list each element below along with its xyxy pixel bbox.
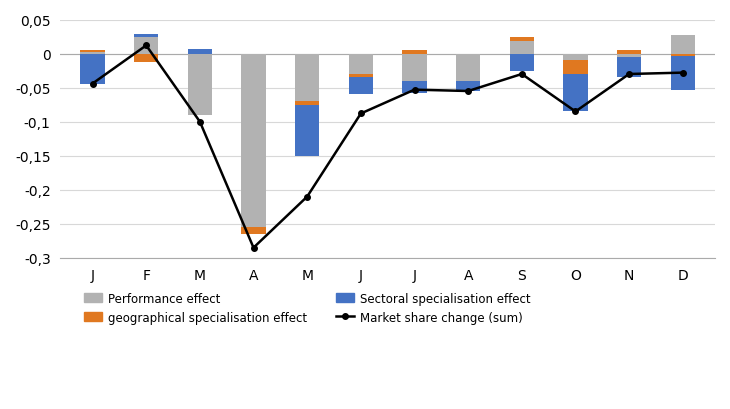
- Bar: [564, 61, 588, 75]
- Bar: [510, 38, 534, 42]
- Bar: [564, 54, 588, 61]
- Bar: [188, 54, 212, 116]
- Bar: [295, 54, 319, 102]
- Bar: [295, 106, 319, 156]
- Bar: [80, 54, 104, 85]
- Bar: [242, 228, 266, 234]
- Bar: [349, 54, 373, 75]
- Bar: [402, 54, 426, 82]
- Bar: [134, 38, 158, 54]
- Bar: [295, 102, 319, 106]
- Bar: [671, 36, 695, 54]
- Bar: [349, 75, 373, 78]
- Bar: [188, 49, 212, 54]
- Bar: [402, 82, 426, 94]
- Bar: [617, 51, 641, 54]
- Bar: [456, 82, 480, 92]
- Bar: [349, 78, 373, 95]
- Bar: [564, 75, 588, 112]
- Bar: [671, 56, 695, 90]
- Bar: [134, 54, 158, 63]
- Bar: [617, 54, 641, 58]
- Bar: [510, 42, 534, 54]
- Bar: [80, 53, 104, 54]
- Bar: [456, 54, 480, 82]
- Bar: [80, 51, 104, 53]
- Bar: [617, 58, 641, 78]
- Bar: [671, 54, 695, 56]
- Legend: Performance effect, geographical specialisation effect, Sectoral specialisation : Performance effect, geographical special…: [80, 287, 535, 328]
- Bar: [134, 36, 158, 38]
- Bar: [510, 54, 534, 72]
- Bar: [402, 51, 426, 54]
- Bar: [242, 54, 266, 228]
